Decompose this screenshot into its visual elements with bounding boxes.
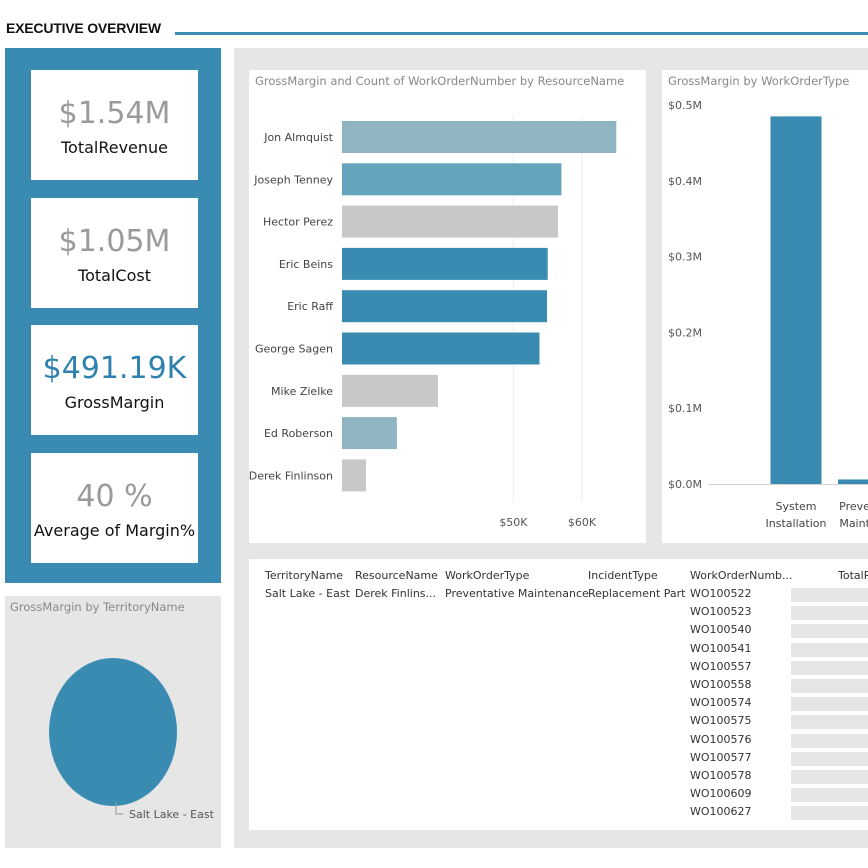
total-revenue-bar (791, 733, 868, 748)
pie-slice[interactable] (49, 658, 177, 806)
workorder-type-chart-card[interactable]: GrossMargin by WorkOrderType $0.5M $0.4M $… (662, 70, 868, 543)
bar[interactable] (342, 417, 397, 450)
work-order-table-card[interactable] (249, 559, 868, 830)
work-order-cell: WO100578 (690, 769, 752, 782)
table-cell: Replacement Part (588, 587, 686, 600)
page-title: EXECUTIVE OVERVIEW (6, 20, 161, 36)
category-label: Jon Almquist (263, 131, 333, 144)
total-revenue-bar (791, 751, 868, 766)
bar[interactable] (342, 459, 366, 492)
kpi-card-average-margin[interactable]: 40 % Average of Margin% (31, 453, 198, 563)
work-order-cell: WO100574 (690, 696, 752, 710)
kpi-card-gross-margin[interactable]: $491.19K GrossMargin (31, 325, 198, 435)
total-revenue-bar (791, 770, 868, 784)
work-order-cell: WO100609 (690, 787, 752, 801)
table-cell: Derek Finlins... (355, 587, 437, 600)
work-order-cell: WO100576 (690, 732, 752, 746)
work-order-cell: WO100577 (690, 750, 752, 764)
column-chart-title: GrossMargin by WorkOrderType (668, 74, 850, 88)
total-revenue-bar (791, 588, 868, 602)
kpi-panel: $1.54M TotalRevenue $1.05M TotalCost $49… (5, 48, 221, 583)
resource-bar-chart: $50K $60K Jon Almquist Joseph Tenney Hector … (249, 115, 617, 529)
bar[interactable] (342, 163, 562, 196)
total-revenue-bar (791, 679, 868, 693)
bar-chart-title: GrossMargin and Count of WorkOrderNumber… (255, 74, 625, 88)
pie-slice-label: Salt Lake - East (129, 808, 215, 821)
y-tick-label: $0.0M (668, 478, 702, 491)
work-order-cell: WO100575 (690, 714, 752, 728)
total-revenue-bar (791, 606, 868, 621)
category-label: Joseph Tenney (253, 173, 333, 186)
total-revenue-bar (791, 806, 868, 821)
category-label: System (775, 500, 816, 513)
work-order-cell: WO100558 (690, 678, 752, 691)
kpi-value: 40 % (76, 479, 153, 514)
y-tick-label: $0.1M (668, 402, 702, 415)
category-label: Eric Beins (279, 258, 333, 271)
x-tick-label: $60K (568, 516, 597, 529)
kpi-label: TotalRevenue (60, 138, 169, 157)
bar[interactable] (342, 374, 438, 407)
category-label: Eric Raff (287, 300, 333, 313)
category-label: Hector Perez (263, 216, 333, 229)
bar[interactable] (342, 332, 540, 365)
total-revenue-bar (791, 660, 868, 675)
kpi-card-total-cost[interactable]: $1.05M TotalCost (31, 198, 198, 308)
total-revenue-bar (791, 642, 868, 657)
work-order-cell: WO100557 (690, 659, 752, 673)
kpi-label: TotalCost (78, 266, 151, 285)
table-cell: Preventative Maintenance (445, 587, 589, 600)
y-tick-label: $0.2M (668, 326, 702, 339)
column-bar[interactable] (838, 479, 868, 484)
column-header[interactable]: IncidentType (588, 569, 658, 582)
column-header[interactable]: TerritoryName (265, 569, 344, 582)
category-label: George Sagen (255, 343, 333, 356)
total-revenue-bar (791, 697, 868, 712)
total-revenue-bar (791, 788, 868, 803)
column-header[interactable]: WorkOrderNumb... (690, 569, 793, 582)
y-tick-label: $0.4M (668, 175, 702, 188)
kpi-value: $491.19K (42, 351, 187, 386)
kpi-label: GrossMargin (64, 393, 165, 412)
category-label: Mike Zielke (271, 385, 333, 398)
header-rule (175, 32, 868, 35)
work-order-cell: WO100540 (690, 623, 752, 637)
kpi-value: $1.05M (58, 224, 171, 259)
pie-chart: Salt Lake - East (49, 658, 215, 821)
work-order-cell: WO100541 (690, 641, 752, 655)
report-header: EXECUTIVE OVERVIEW (0, 0, 868, 46)
bar[interactable] (342, 290, 548, 323)
category-label: Installation (766, 517, 827, 530)
work-order-cell: WO100523 (690, 605, 752, 619)
category-label: Derek Finlinson (249, 469, 333, 482)
resource-bar-chart-card[interactable]: GrossMargin and Count of WorkOrderNumber… (249, 70, 646, 543)
workorder-type-chart: $0.5M $0.4M $0.3M $0.2M $0.1M $0.0M System Inst… (668, 99, 868, 530)
x-tick-label: $50K (499, 516, 528, 529)
total-revenue-bar (791, 624, 868, 639)
category-label: Ed Roberson (264, 427, 333, 440)
column-header[interactable]: TotalR (838, 569, 868, 582)
territory-pie-panel[interactable]: GrossMargin by TerritoryName Salt Lake -… (5, 596, 221, 848)
kpi-label: Average of Margin% (33, 521, 196, 540)
y-tick-label: $0.3M (668, 251, 702, 264)
column-bar[interactable] (770, 116, 822, 484)
category-label: Preven (839, 500, 868, 513)
bar[interactable] (342, 121, 617, 153)
kpi-card-total-revenue[interactable]: $1.54M TotalRevenue (31, 70, 198, 180)
table-cell: Salt Lake - East (265, 587, 350, 600)
y-tick-label: $0.5M (668, 99, 702, 112)
work-order-cell: WO100627 (690, 805, 752, 819)
bar[interactable] (342, 205, 558, 238)
work-order-cell: WO100522 (690, 587, 752, 600)
kpi-value: $1.54M (58, 96, 171, 131)
bar[interactable] (342, 247, 548, 280)
pie-chart-title: GrossMargin by TerritoryName (10, 600, 185, 614)
column-header[interactable]: ResourceName (355, 569, 438, 582)
column-header[interactable]: WorkOrderType (445, 569, 530, 582)
total-revenue-bar (791, 715, 868, 730)
pie-leader-line (115, 802, 123, 815)
category-label: Mainte (839, 517, 868, 530)
